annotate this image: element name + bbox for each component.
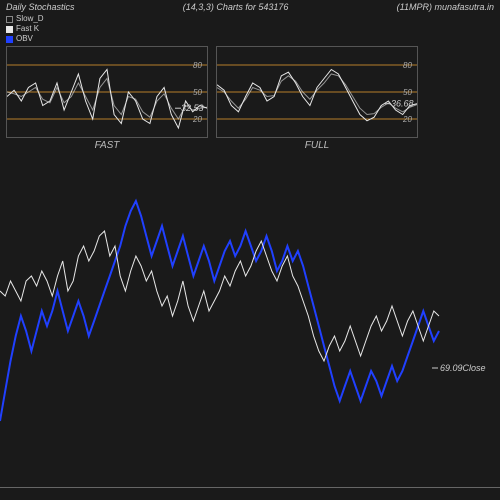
bottom-divider — [0, 487, 500, 488]
svg-text:50: 50 — [193, 88, 202, 97]
legend-obv: OBV — [6, 34, 494, 44]
legend: Slow_D Fast K OBV — [0, 14, 500, 46]
legend-label-fast: Fast K — [16, 24, 39, 34]
svg-text:50: 50 — [403, 88, 412, 97]
chart-header: Daily Stochastics (14,3,3) Charts for 54… — [0, 0, 500, 14]
legend-label-slow: Slow_D — [16, 14, 44, 24]
top-panels: 20 50 80 32.53 FAST 20 50 80 36.68 FULL — [0, 46, 500, 153]
svg-text:80: 80 — [403, 61, 412, 70]
main-chart: 69.09Close — [0, 161, 500, 471]
legend-box-obv — [6, 36, 13, 43]
svg-text:69.09Close: 69.09Close — [440, 363, 486, 373]
legend-fast-k: Fast K — [6, 24, 494, 34]
svg-text:36.68: 36.68 — [391, 99, 414, 109]
svg-text:20: 20 — [402, 115, 412, 124]
svg-text:80: 80 — [193, 61, 202, 70]
fast-panel-wrap: 20 50 80 32.53 FAST — [6, 46, 208, 153]
legend-slow-d: Slow_D — [6, 14, 494, 24]
header-left: Daily Stochastics — [6, 2, 75, 12]
header-center: (14,3,3) Charts for 543176 — [183, 2, 289, 12]
legend-label-obv: OBV — [16, 34, 33, 44]
svg-text:32.53: 32.53 — [181, 103, 204, 113]
fast-chart: 20 50 80 32.53 — [7, 47, 207, 137]
legend-box-fast — [6, 26, 13, 33]
fast-title: FAST — [6, 138, 208, 153]
legend-box-slow — [6, 16, 13, 23]
full-panel: 20 50 80 36.68 — [216, 46, 418, 138]
header-right: (11MPR) munafasutra.in — [397, 2, 494, 12]
full-chart: 20 50 80 36.68 — [217, 47, 417, 137]
main-chart-svg: 69.09Close — [0, 161, 494, 471]
fast-panel: 20 50 80 32.53 — [6, 46, 208, 138]
full-panel-wrap: 20 50 80 36.68 FULL — [216, 46, 418, 153]
svg-text:20: 20 — [192, 115, 202, 124]
full-title: FULL — [216, 138, 418, 153]
